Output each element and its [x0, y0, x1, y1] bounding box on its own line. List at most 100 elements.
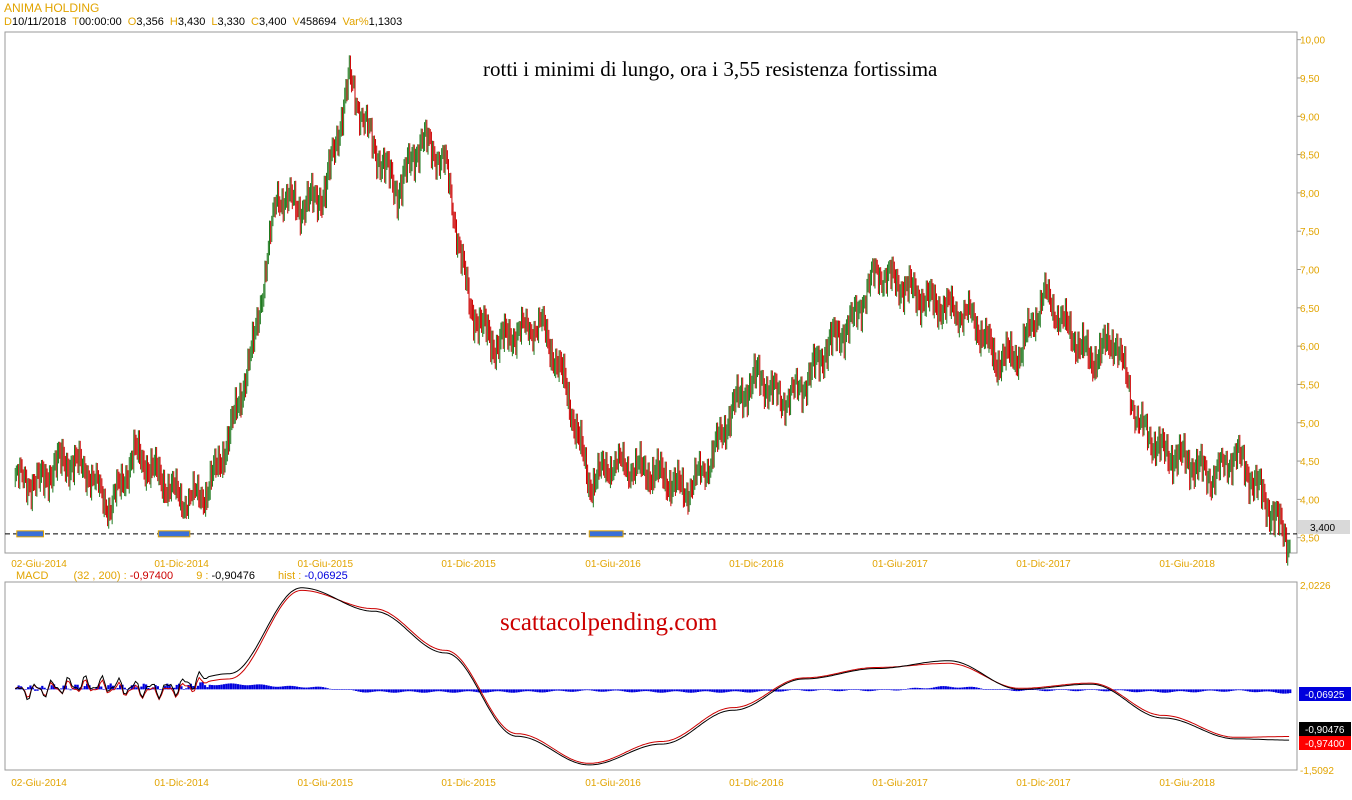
- hist-bar: [659, 689, 662, 693]
- hist-bar: [272, 686, 275, 690]
- hist-bar: [932, 687, 936, 690]
- hist-bar: [1046, 689, 1049, 692]
- hist-bar: [843, 689, 846, 691]
- hist-bar: [286, 685, 289, 690]
- hist-bar: [885, 689, 888, 690]
- macd-x-tick-label: 01-Giu-2015: [297, 778, 353, 789]
- hist-bar: [961, 687, 964, 690]
- hist-bar: [1145, 689, 1148, 692]
- hist-bar: [48, 688, 51, 690]
- hist-bar: [491, 689, 494, 692]
- hist-bar: [765, 689, 768, 691]
- hist-bar: [746, 689, 749, 693]
- signal-value-tag-label: -0,90476: [1305, 725, 1345, 736]
- hist-bar: [604, 689, 608, 692]
- macd-legend: MACD (32 , 200) : -0,97400 9 : -0,90476 …: [16, 570, 348, 582]
- hist-bar: [730, 689, 733, 692]
- hist-bar: [876, 689, 879, 691]
- y-tick-label: 5,50: [1300, 380, 1320, 391]
- hist-bar: [1043, 689, 1046, 692]
- hist-bar: [963, 687, 966, 690]
- hist-bar: [1090, 689, 1094, 690]
- hist-bar: [909, 688, 912, 690]
- hist-bar: [1223, 689, 1226, 692]
- hist-bar: [1036, 689, 1039, 691]
- hist-bar: [1168, 689, 1172, 693]
- hist-bar: [529, 689, 532, 692]
- hist-bar: [616, 689, 619, 691]
- hist-bar: [866, 689, 870, 692]
- hist-bar: [50, 685, 53, 690]
- hist-bar: [694, 689, 697, 693]
- hist-bar: [262, 684, 266, 690]
- hist-bar: [258, 684, 261, 690]
- hist-bar: [1102, 689, 1105, 692]
- hist-bar: [173, 687, 176, 690]
- hist-bar: [836, 689, 839, 692]
- hist-bar: [369, 689, 372, 693]
- hist-bar: [314, 686, 318, 690]
- hist-bar: [451, 689, 454, 693]
- hist-bar: [772, 689, 775, 692]
- hist-bar: [973, 686, 976, 690]
- support-box: [157, 530, 191, 538]
- hist-bar: [770, 689, 773, 691]
- hist-bar: [404, 689, 407, 692]
- hist-bar: [383, 689, 386, 692]
- signal-line: [14, 589, 1290, 764]
- hist-bar: [45, 689, 49, 690]
- x-tick-label: 01-Dic-2014: [154, 559, 209, 570]
- hist-bar: [357, 689, 360, 692]
- hist-bar: [744, 689, 747, 693]
- hist-bar: [682, 689, 686, 693]
- hist-bar: [687, 689, 690, 693]
- info-key: T: [72, 16, 79, 28]
- hist-bar: [248, 685, 251, 690]
- hist-bar: [753, 689, 756, 693]
- hist-bar: [347, 689, 351, 690]
- hist-bar: [522, 689, 525, 692]
- hist-bar: [340, 689, 343, 690]
- hist-bar: [1230, 689, 1233, 692]
- hist-bar: [236, 684, 240, 690]
- x-tick-label: 02-Giu-2014: [11, 559, 67, 570]
- hist-bar: [607, 689, 610, 692]
- hist-bar: [102, 689, 105, 690]
- macd-y-bottom: -1,5092: [1300, 766, 1334, 777]
- hist-bar: [923, 688, 926, 690]
- support-box: [16, 530, 45, 538]
- hist-bar: [661, 689, 664, 693]
- hist-bar: [107, 685, 110, 690]
- hist-bar: [1098, 689, 1101, 691]
- hist-bar: [222, 684, 226, 690]
- hist-bar: [359, 689, 362, 693]
- hist-bar: [543, 689, 546, 693]
- hist-bar: [371, 689, 374, 692]
- macd-line: [14, 587, 1290, 766]
- hist-bar: [767, 689, 770, 691]
- hist-bar: [621, 689, 624, 692]
- hist-bar: [90, 688, 93, 690]
- hist-bar: [864, 689, 867, 692]
- hist-bar: [1062, 689, 1065, 690]
- hist-bar: [678, 689, 681, 692]
- hist-bar: [1034, 689, 1037, 690]
- hist-bar: [326, 688, 329, 690]
- hist-bar: [1279, 689, 1282, 694]
- hist-bar: [241, 684, 244, 690]
- hist-bar: [1208, 689, 1212, 691]
- hist-bar: [777, 689, 780, 692]
- hist-bar: [984, 689, 988, 690]
- hist-bar: [989, 689, 992, 690]
- hist-bar: [633, 689, 636, 693]
- hist-bar: [1190, 689, 1193, 693]
- hist-bar: [192, 685, 195, 690]
- y-tick-label: 4,50: [1300, 457, 1320, 468]
- hist-bar: [720, 689, 723, 693]
- hist-bar: [751, 689, 754, 693]
- hist-bar: [906, 688, 910, 690]
- hist-bar: [76, 684, 79, 690]
- hist-bar: [576, 689, 579, 692]
- hist-bar: [994, 689, 997, 690]
- macd-x-tick-label: 01-Giu-2017: [872, 778, 928, 789]
